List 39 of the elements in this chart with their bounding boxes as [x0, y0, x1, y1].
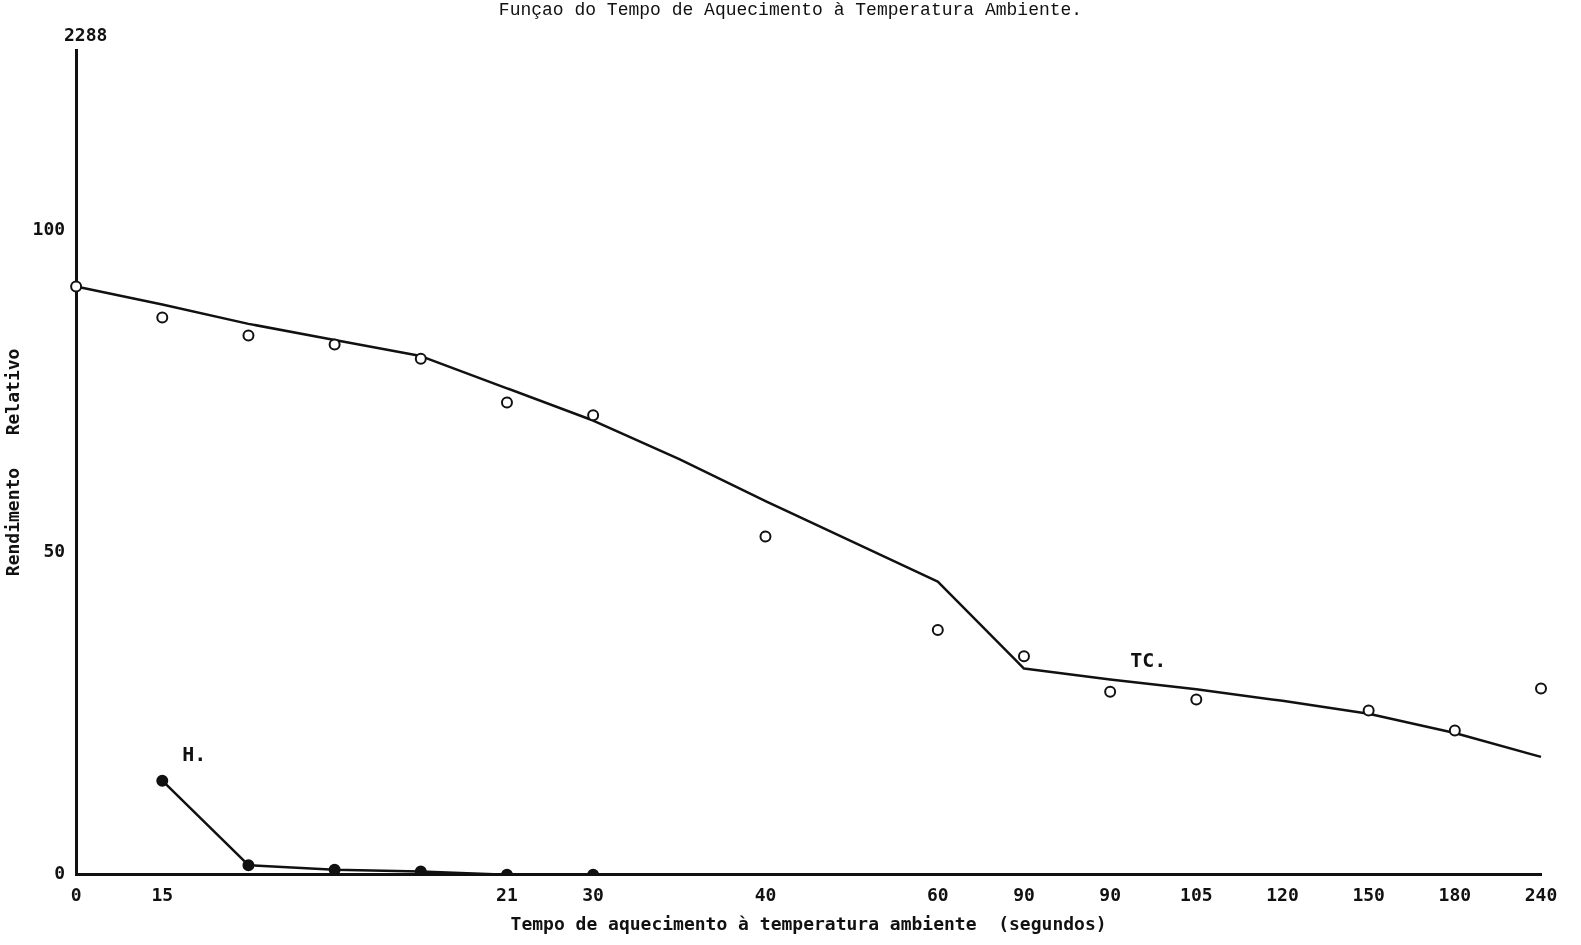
point — [242, 329, 255, 342]
point — [242, 859, 255, 872]
chart-title: Funçao do Tempo de Aquecimento à Temperatura Ambiente. — [497, 0, 1084, 20]
x-tick-label: 0 — [70, 884, 82, 906]
x-tick-label: 40 — [754, 884, 777, 906]
point — [156, 311, 169, 324]
point — [414, 352, 427, 365]
x-tick-label: 180 — [1438, 884, 1472, 906]
x-tick-label: 120 — [1266, 884, 1299, 906]
x-tick-label: 150 — [1352, 884, 1385, 906]
point — [500, 396, 513, 409]
x-tick-label: 15 — [151, 884, 174, 906]
x-axis-title: Tempo de aquecimento à temperatura ambiente (segundos) — [510, 912, 1107, 934]
point — [1104, 685, 1117, 698]
x-tick-label: 90 — [1099, 884, 1121, 906]
x-tick-label: 21 — [496, 884, 518, 906]
series-label: TC. — [1130, 647, 1167, 672]
x-tick-label: 105 — [1180, 884, 1213, 906]
point — [1448, 724, 1461, 737]
y-axis-title: Rendimento Relativo — [2, 348, 24, 577]
y-tick-label: 100 — [32, 218, 66, 240]
x-tick-label: 90 — [1013, 884, 1035, 906]
y-tick-label: 50 — [43, 540, 66, 562]
point — [1362, 704, 1375, 717]
y-tick-label: 0 — [54, 862, 66, 884]
series-label: H. — [182, 741, 207, 766]
point — [931, 623, 944, 636]
point — [1190, 693, 1203, 706]
point — [70, 280, 83, 293]
point — [587, 409, 600, 422]
point — [156, 774, 169, 787]
x-tick-label: 30 — [582, 884, 604, 906]
text: 2288 — [64, 24, 108, 45]
point — [1535, 682, 1547, 695]
x-tick-label: 240 — [1524, 884, 1558, 906]
x-tick-label: 60 — [926, 884, 949, 906]
point — [328, 338, 341, 351]
point — [759, 530, 772, 543]
point — [1017, 650, 1030, 663]
